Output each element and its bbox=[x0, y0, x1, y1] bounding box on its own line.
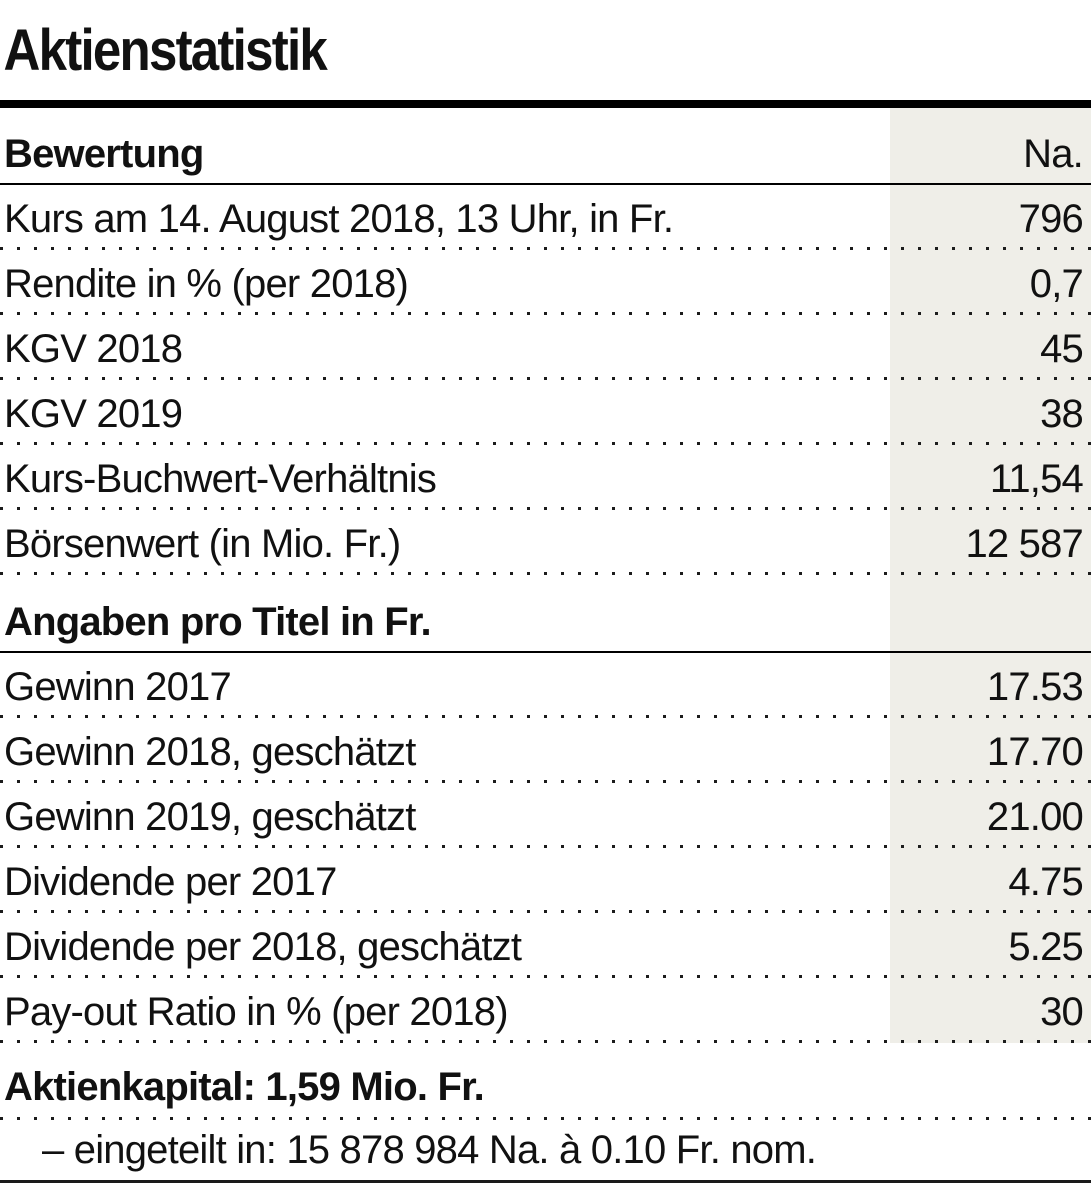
section-header-bewertung: Bewertung Na. bbox=[0, 108, 1091, 185]
row-label: Pay-out Ratio in % (per 2018) bbox=[4, 990, 509, 1034]
table-row-dividende-2017: Dividende per 2017 4.75 bbox=[0, 848, 1091, 913]
row-value: 12 587 bbox=[965, 522, 1083, 566]
top-rule bbox=[0, 100, 1091, 108]
footer-eingeteilt-row: – eingeteilt in: 15 878 984 Na. à 0.10 F… bbox=[0, 1120, 1091, 1180]
table-row-kurs: Kurs am 14. August 2018, 13 Uhr, in Fr. … bbox=[0, 185, 1091, 250]
unit-column-label: Na. bbox=[1023, 132, 1084, 176]
value-column-background bbox=[890, 108, 1091, 1043]
row-label: Börsenwert (in Mio. Fr.) bbox=[4, 522, 401, 566]
row-label: Dividende per 2018, geschätzt bbox=[4, 925, 522, 969]
row-label: Rendite in % (per 2018) bbox=[4, 262, 409, 306]
row-value: 17.53 bbox=[986, 665, 1084, 709]
row-label: Dividende per 2017 bbox=[4, 860, 337, 904]
row-label: Gewinn 2019, geschätzt bbox=[4, 795, 416, 839]
section-header-label: Angaben pro Titel in Fr. bbox=[4, 600, 432, 644]
row-value: 4.75 bbox=[1008, 860, 1083, 904]
table-row-kgv-2019: KGV 2019 38 bbox=[0, 380, 1091, 445]
table-row-dividende-2018: Dividende per 2018, geschätzt 5.25 bbox=[0, 913, 1091, 978]
section-header-angaben: Angaben pro Titel in Fr. bbox=[0, 575, 1091, 653]
table-row-gewinn-2019: Gewinn 2019, geschätzt 21.00 bbox=[0, 783, 1091, 848]
row-value: 30 bbox=[1040, 990, 1084, 1034]
row-value: 11,54 bbox=[989, 457, 1084, 501]
table-row-boersenwert: Börsenwert (in Mio. Fr.) 12 587 bbox=[0, 510, 1091, 575]
row-value: 45 bbox=[1040, 327, 1084, 371]
row-label: Kurs-Buchwert-Verhältnis bbox=[4, 457, 437, 501]
row-value: 5.25 bbox=[1008, 925, 1083, 969]
row-value: 17.70 bbox=[986, 730, 1084, 774]
table-row-kurs-buchwert: Kurs-Buchwert-Verhältnis 11,54 bbox=[0, 445, 1091, 510]
row-value: 21.00 bbox=[986, 795, 1084, 839]
row-label: Gewinn 2017 bbox=[4, 665, 232, 709]
row-value: 38 bbox=[1040, 392, 1084, 436]
row-label: KGV 2018 bbox=[4, 327, 183, 371]
row-label: Gewinn 2018, geschätzt bbox=[4, 730, 416, 774]
table-row-kgv-2018: KGV 2018 45 bbox=[0, 315, 1091, 380]
row-label: KGV 2019 bbox=[4, 392, 183, 436]
table-row-rendite: Rendite in % (per 2018) 0,7 bbox=[0, 250, 1091, 315]
row-label: Kurs am 14. August 2018, 13 Uhr, in Fr. bbox=[4, 197, 674, 241]
footer-aktienkapital-row: Aktienkapital: 1,59 Mio. Fr. bbox=[0, 1043, 1091, 1120]
bottom-rule bbox=[0, 1180, 1091, 1183]
table-row-gewinn-2018: Gewinn 2018, geschätzt 17.70 bbox=[0, 718, 1091, 783]
footer-bold-text: Aktienkapital: 1,59 Mio. Fr. bbox=[4, 1065, 485, 1109]
table-title: Aktienstatistik bbox=[3, 17, 328, 83]
table-row-gewinn-2017: Gewinn 2017 17.53 bbox=[0, 653, 1091, 718]
row-value: 796 bbox=[1018, 197, 1084, 241]
footer-detail-text: – eingeteilt in: 15 878 984 Na. à 0.10 F… bbox=[42, 1128, 817, 1172]
row-value: 0,7 bbox=[1029, 262, 1084, 306]
table-row-payout-ratio: Pay-out Ratio in % (per 2018) 30 bbox=[0, 978, 1091, 1043]
section-header-label: Bewertung bbox=[4, 132, 204, 176]
